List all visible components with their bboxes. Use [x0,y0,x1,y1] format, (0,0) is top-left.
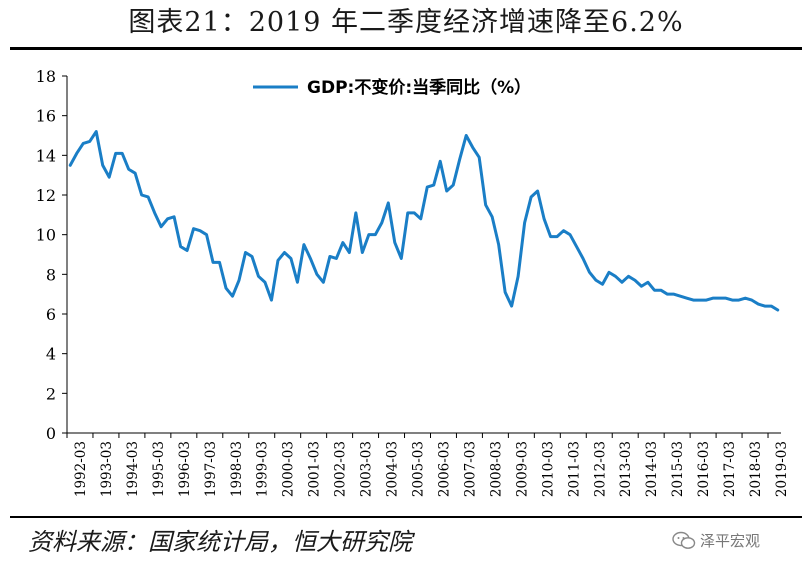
chart-legend: GDP:不变价:当季同比（%） [253,77,531,98]
x-tick-label: 2003-03 [359,441,375,497]
figure-title: 图表21：2019 年二季度经济增速降至6.2% [128,7,684,38]
y-tick-label: 18 [36,67,56,86]
legend-label: GDP:不变价:当季同比（%） [307,77,531,98]
x-tick-label: 1994-03 [125,441,141,497]
chart-axes [66,76,781,434]
source-note: 资料来源：国家统计局，恒大研究院 [28,528,412,556]
x-tick-label: 1998-03 [229,441,245,497]
x-tick-label: 1995-03 [151,441,167,497]
x-tick-label: 2018-03 [748,441,764,497]
series-layer [68,130,780,312]
x-tick-label: 2008-03 [488,441,504,497]
x-tick-label: 1999-03 [255,441,271,497]
y-tick-label: 2 [46,384,56,403]
x-tick-label: 2014-03 [644,441,660,497]
x-tick-label: 2013-03 [618,441,634,497]
x-tick-label: 2006-03 [436,441,452,497]
watermark-text: 泽平宏观 [700,532,761,550]
gdp-series-line [68,130,780,312]
x-axis-ticks: 1992-03 1993-03 1994-03 1995-03 1996-03 1997-… [66,433,790,497]
x-tick-label: 2000-03 [281,441,297,497]
source-divider [10,516,802,518]
y-tick-label: 4 [46,345,56,364]
y-tick-label: 16 [36,107,56,126]
x-tick-label: 2004-03 [385,441,401,497]
y-tick-label: 10 [36,226,56,245]
y-axis-ticks: 0 2 4 6 8 10 12 14 16 18 [36,67,67,443]
y-tick-label: 14 [36,146,56,165]
title-divider [10,47,802,50]
y-tick-label: 6 [46,305,56,324]
wechat-icon [672,531,696,549]
x-tick-label: 2011-03 [566,441,582,497]
x-tick-label: 1993-03 [99,441,115,497]
x-tick-label: 2009-03 [514,441,530,497]
y-tick-label: 8 [46,265,56,284]
x-tick-label: 2012-03 [592,441,608,497]
x-tick-label: 2001-03 [307,441,323,497]
x-tick-label: 2010-03 [540,441,556,497]
x-tick-label: 2016-03 [696,441,712,497]
x-tick-label: 2007-03 [462,441,478,497]
x-tick-label: 1996-03 [177,441,193,497]
x-tick-label: 2015-03 [670,441,686,497]
x-tick-label: 2017-03 [722,441,738,497]
watermark: 泽平宏观 [672,528,760,554]
x-tick-label: 1992-03 [73,441,89,497]
y-tick-label: 0 [46,424,56,443]
x-tick-label: 2019-03 [774,441,790,497]
x-tick-label: 2005-03 [411,441,427,497]
x-tick-label: 1997-03 [203,441,219,497]
y-tick-label: 12 [36,186,56,205]
x-tick-label: 2002-03 [333,441,349,497]
